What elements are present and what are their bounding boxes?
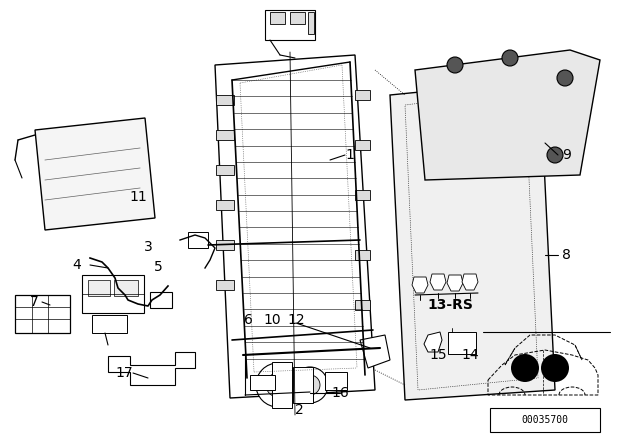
- Circle shape: [292, 367, 328, 403]
- Bar: [355, 250, 370, 260]
- Text: 2: 2: [295, 403, 304, 417]
- Circle shape: [256, 363, 300, 407]
- Text: 9: 9: [562, 148, 571, 162]
- Bar: [355, 300, 370, 310]
- Text: 6: 6: [244, 313, 252, 327]
- Bar: [150, 292, 172, 308]
- Polygon shape: [424, 332, 442, 352]
- Bar: [188, 232, 208, 248]
- Bar: [293, 367, 313, 403]
- Polygon shape: [215, 55, 375, 398]
- Text: 12: 12: [287, 313, 305, 327]
- Circle shape: [557, 70, 573, 86]
- Bar: [325, 372, 347, 390]
- Bar: [82, 275, 144, 313]
- Text: 14: 14: [461, 348, 479, 362]
- Circle shape: [547, 147, 563, 163]
- Polygon shape: [390, 80, 555, 400]
- Polygon shape: [462, 274, 478, 290]
- Bar: [308, 12, 314, 34]
- Polygon shape: [430, 274, 446, 290]
- Polygon shape: [412, 277, 428, 293]
- Text: 16: 16: [331, 386, 349, 400]
- Bar: [216, 200, 234, 210]
- Bar: [490, 408, 600, 432]
- Bar: [355, 190, 370, 200]
- Bar: [270, 12, 285, 24]
- Text: 00035700: 00035700: [522, 415, 568, 425]
- Text: 13-RS: 13-RS: [427, 298, 473, 312]
- Text: 8: 8: [562, 248, 571, 262]
- Polygon shape: [35, 118, 155, 230]
- Bar: [15, 295, 70, 333]
- Bar: [448, 332, 476, 354]
- Bar: [216, 240, 234, 250]
- Polygon shape: [415, 50, 600, 180]
- Polygon shape: [447, 275, 463, 291]
- Bar: [355, 90, 370, 100]
- Text: 5: 5: [154, 260, 163, 274]
- Circle shape: [300, 375, 320, 395]
- Bar: [355, 140, 370, 150]
- Text: 7: 7: [30, 295, 39, 309]
- Text: 10: 10: [263, 313, 281, 327]
- Polygon shape: [108, 352, 195, 385]
- Bar: [216, 165, 234, 175]
- Polygon shape: [360, 335, 390, 368]
- Text: 11: 11: [129, 190, 147, 204]
- Circle shape: [502, 50, 518, 66]
- Circle shape: [541, 354, 569, 382]
- Text: 1: 1: [345, 148, 354, 162]
- Circle shape: [511, 354, 539, 382]
- Bar: [216, 280, 234, 290]
- Bar: [272, 362, 292, 408]
- Text: 4: 4: [72, 258, 81, 272]
- Bar: [88, 280, 110, 296]
- Circle shape: [266, 373, 290, 397]
- Bar: [290, 12, 305, 24]
- Bar: [216, 130, 234, 140]
- Bar: [92, 315, 127, 333]
- Text: 3: 3: [143, 240, 152, 254]
- Bar: [265, 10, 315, 40]
- Circle shape: [447, 57, 463, 73]
- Text: 17: 17: [115, 366, 132, 380]
- Bar: [216, 95, 234, 105]
- Text: 15: 15: [429, 348, 447, 362]
- Bar: [114, 280, 138, 296]
- Bar: [250, 375, 275, 390]
